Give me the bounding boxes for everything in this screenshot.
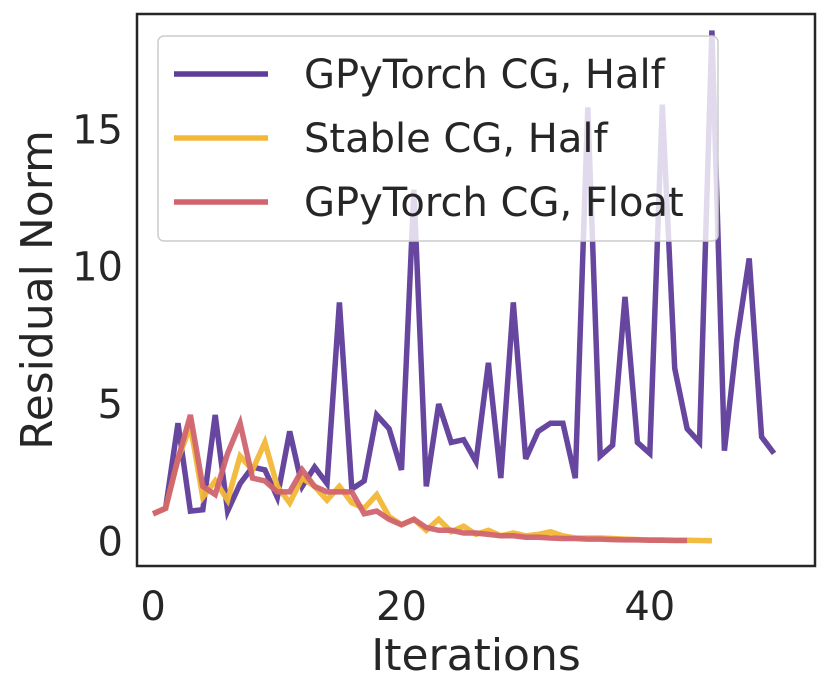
y-tick-label: 5	[98, 382, 123, 428]
legend-label-3: GPyTorch CG, Float	[304, 180, 684, 226]
x-tick-label: 20	[376, 584, 427, 630]
x-axis-label: Iterations	[371, 630, 581, 681]
series-line-3	[151, 414, 688, 544]
legend: GPyTorch CG, Half Stable CG, Half GPyTorch…	[157, 35, 719, 242]
y-tick-label: 10	[72, 245, 123, 291]
y-axis-label: Residual Norm	[12, 130, 63, 450]
legend-entries: GPyTorch CG, Half Stable CG, Half GPyTorch…	[174, 52, 684, 226]
x-tick-label: 40	[624, 584, 675, 630]
series-line-1	[151, 30, 777, 522]
y-tick-label: 0	[98, 519, 123, 565]
y-tick-label: 15	[72, 107, 123, 153]
legend-label-1: GPyTorch CG, Half	[304, 52, 666, 98]
tick-layer: 0 20 40 0 5 10 15	[72, 107, 675, 630]
legend-label-2: Stable CG, Half	[304, 116, 608, 162]
x-tick-label: 0	[140, 584, 165, 630]
series-layer	[151, 30, 777, 544]
legend-frame	[157, 35, 719, 242]
plot-frame	[135, 12, 817, 568]
